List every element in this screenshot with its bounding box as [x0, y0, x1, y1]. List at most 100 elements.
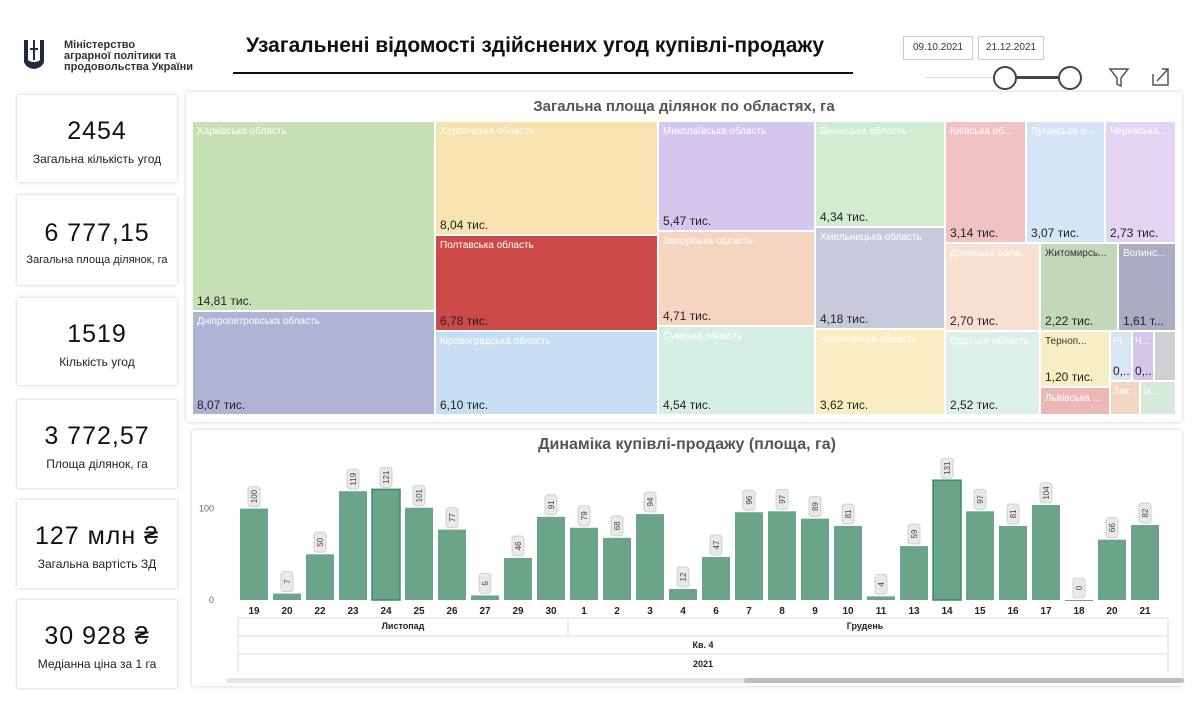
- x-tick-label: 2: [614, 606, 620, 617]
- tile-name: Чернігівська область: [820, 334, 917, 345]
- treemap-tile[interactable]: Дніпропетровська область 8,07 тис.: [192, 311, 435, 415]
- treemap-tile[interactable]: Із...: [1140, 381, 1176, 415]
- data-label-box: [346, 468, 360, 490]
- kpi-total-area: 6 777,15 Загальна площа ділянок, га: [17, 195, 177, 285]
- data-label: 46: [514, 541, 523, 550]
- horizontal-scrollbar-thumb[interactable]: [744, 678, 1184, 683]
- tile-value: 14,81 тис.: [197, 294, 252, 308]
- treemap-tile[interactable]: Луганська о... 3,07 тис.: [1026, 121, 1105, 243]
- treemap-tile[interactable]: Харківська область 14,81 тис.: [192, 121, 435, 311]
- bar: [900, 546, 928, 600]
- tile-name: Львівська ...: [1045, 393, 1101, 404]
- tile-value: 1,61 т...: [1123, 314, 1164, 328]
- x-tick-label: 4: [680, 606, 686, 617]
- data-label-box: [247, 486, 261, 508]
- bar: [669, 589, 697, 600]
- data-label: 82: [1141, 508, 1150, 517]
- tile-value: 1,20 тис.: [1045, 370, 1094, 384]
- data-label-box: [709, 534, 723, 556]
- data-label-box: [610, 515, 624, 537]
- data-label: 68: [613, 521, 622, 530]
- date-slider-range[interactable]: [995, 76, 1071, 79]
- bar: [438, 529, 466, 600]
- data-label: 89: [811, 502, 820, 511]
- data-label: 12: [679, 572, 688, 581]
- tile-name: Київська об...: [950, 126, 1013, 137]
- data-label-box: [1006, 503, 1020, 525]
- treemap-tile[interactable]: Одеська область 2,52 тис.: [945, 331, 1040, 415]
- data-label: 59: [910, 529, 919, 538]
- tile-value: 6,10 тис.: [440, 398, 489, 412]
- treemap-tile[interactable]: Запорізька область 4,71 тис.: [658, 231, 815, 326]
- x-tick-label: 18: [1073, 606, 1085, 617]
- tile-name: Харківська область: [197, 126, 287, 137]
- data-label: 104: [1042, 486, 1051, 500]
- date-to-input[interactable]: 21.12.2021: [978, 36, 1044, 60]
- bar: [1131, 525, 1159, 600]
- treemap-tile[interactable]: Волинс... 1,61 т...: [1118, 243, 1176, 331]
- treemap-tile[interactable]: Полтавська область 6,78 тис.: [435, 235, 658, 331]
- data-label: 77: [448, 513, 457, 522]
- treemap-tile[interactable]: Херсонська область 8,04 тис.: [435, 121, 658, 235]
- treemap-tile[interactable]: Кіровоградська область 6,10 тис.: [435, 331, 658, 415]
- x-tick-label: 3: [647, 606, 653, 617]
- treemap-title: Загальна площа ділянок по областях, га: [533, 98, 835, 115]
- data-label-box: [1039, 482, 1053, 504]
- date-from-input[interactable]: 09.10.2021: [903, 36, 973, 60]
- treemap-tile[interactable]: Терноп... 1,20 тис.: [1040, 331, 1110, 387]
- data-label-box: [379, 466, 393, 488]
- date-slider-start-handle[interactable]: [993, 66, 1017, 90]
- date-slider-end-handle[interactable]: [1058, 66, 1082, 90]
- data-label: 5: [481, 581, 490, 586]
- treemap-tile[interactable]: Хмельницька область 4,18 тис.: [815, 227, 945, 329]
- data-label-box: [874, 573, 888, 595]
- filter-icon[interactable]: [1106, 64, 1132, 90]
- data-label: 97: [976, 494, 985, 503]
- data-label-box: [742, 489, 756, 511]
- page-title: Узагальнені відомості здійснених угод ку…: [246, 34, 824, 57]
- data-label: 47: [712, 540, 721, 549]
- tile-value: 0,...: [1113, 364, 1132, 378]
- bar: [240, 508, 268, 600]
- kpi-deals-count: 1519 Кількість угод: [17, 298, 177, 385]
- treemap-tile[interactable]: Житомирсь... 2,22 тис.: [1040, 243, 1118, 331]
- treemap-tile[interactable]: Ч... 0,...: [1132, 331, 1154, 381]
- tile-value: 4,71 тис.: [663, 309, 712, 323]
- bar-chart: 0100100197205022119231212410125772652746…: [199, 458, 1169, 672]
- data-label-box: [280, 571, 294, 593]
- treemap-tile[interactable]: Чернігівська область 3,62 тис.: [815, 329, 945, 415]
- horizontal-scrollbar-track[interactable]: [226, 678, 1184, 683]
- bar: [1032, 504, 1060, 600]
- expand-icon[interactable]: [1148, 64, 1174, 90]
- data-label-box: [808, 496, 822, 518]
- treemap-tile[interactable]: Вінницька область 4,34 тис.: [815, 121, 945, 227]
- data-label: 81: [844, 509, 853, 518]
- treemap-tile[interactable]: Рі... 0,...: [1110, 331, 1132, 381]
- treemap-tile[interactable]: Київська об... 3,14 тис.: [945, 121, 1026, 243]
- kpi-value: 1519: [67, 320, 127, 348]
- tile-name: Житомирсь...: [1045, 248, 1107, 259]
- data-label-box: [907, 523, 921, 545]
- treemap-tile[interactable]: Сумська область 4,54 тис.: [658, 326, 815, 415]
- data-label: 121: [382, 470, 391, 484]
- ministry-name: Міністерство аграрної політики та продов…: [64, 39, 194, 73]
- bar: [405, 507, 433, 600]
- tile-name: Ч...: [1135, 336, 1150, 347]
- x-tick-label: 6: [713, 606, 719, 617]
- treemap-tile[interactable]: Львівська ...: [1040, 387, 1110, 415]
- data-label: 79: [580, 511, 589, 520]
- y-tick-label: 0: [209, 595, 214, 605]
- treemap-tile[interactable]: Донецька обла... 2,70 тис.: [945, 243, 1040, 331]
- treemap-tile[interactable]: Черкаська... 2,73 тис.: [1105, 121, 1176, 243]
- tile-value: 8,04 тис.: [440, 218, 489, 232]
- data-label: 0: [1075, 585, 1084, 590]
- x-tick-label: 22: [314, 606, 326, 617]
- bar: [371, 488, 401, 601]
- data-label-box: [511, 535, 525, 557]
- data-label: 7: [283, 579, 292, 584]
- treemap-tile[interactable]: Зак...: [1110, 381, 1140, 415]
- tile-value: 5,47 тис.: [663, 214, 712, 228]
- treemap-tile[interactable]: Миколаївська область 5,47 тис.: [658, 121, 815, 231]
- bar: [834, 525, 862, 600]
- treemap-tile-misc[interactable]: [1154, 331, 1176, 381]
